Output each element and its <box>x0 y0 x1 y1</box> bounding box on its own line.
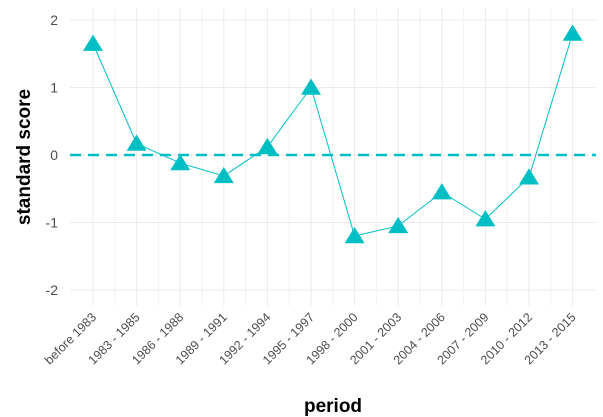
grid <box>70 8 596 306</box>
y-tick-label: 0 <box>50 147 58 163</box>
series-segment <box>354 225 399 237</box>
data-point-8 <box>388 216 409 234</box>
data-point-10 <box>475 210 496 227</box>
y-axis-ticks: -2 -1 0 1 2 <box>46 12 59 298</box>
series-segment <box>180 162 224 177</box>
data-point-1 <box>83 34 103 51</box>
data-point-11 <box>519 168 539 185</box>
data-point-12 <box>562 24 583 41</box>
series-line <box>92 33 574 237</box>
data-point-9 <box>431 183 452 200</box>
y-tick-label: -2 <box>46 282 59 298</box>
y-tick-label: 2 <box>50 12 58 28</box>
y-tick-label: -1 <box>46 215 59 231</box>
series-segment <box>92 43 138 144</box>
series-segment <box>266 87 312 148</box>
data-point-3 <box>170 154 191 171</box>
x-axis-title: period <box>304 396 362 417</box>
series-segment <box>310 87 356 237</box>
data-point-4 <box>213 166 234 184</box>
data-point-5 <box>257 137 278 155</box>
data-point-7 <box>344 227 365 244</box>
data-point-2 <box>126 134 147 151</box>
y-axis-title: standard score <box>14 89 35 225</box>
data-point-6 <box>301 78 321 95</box>
data-points <box>83 24 583 244</box>
series-segment <box>528 33 574 178</box>
y-tick-label: 1 <box>50 80 58 96</box>
